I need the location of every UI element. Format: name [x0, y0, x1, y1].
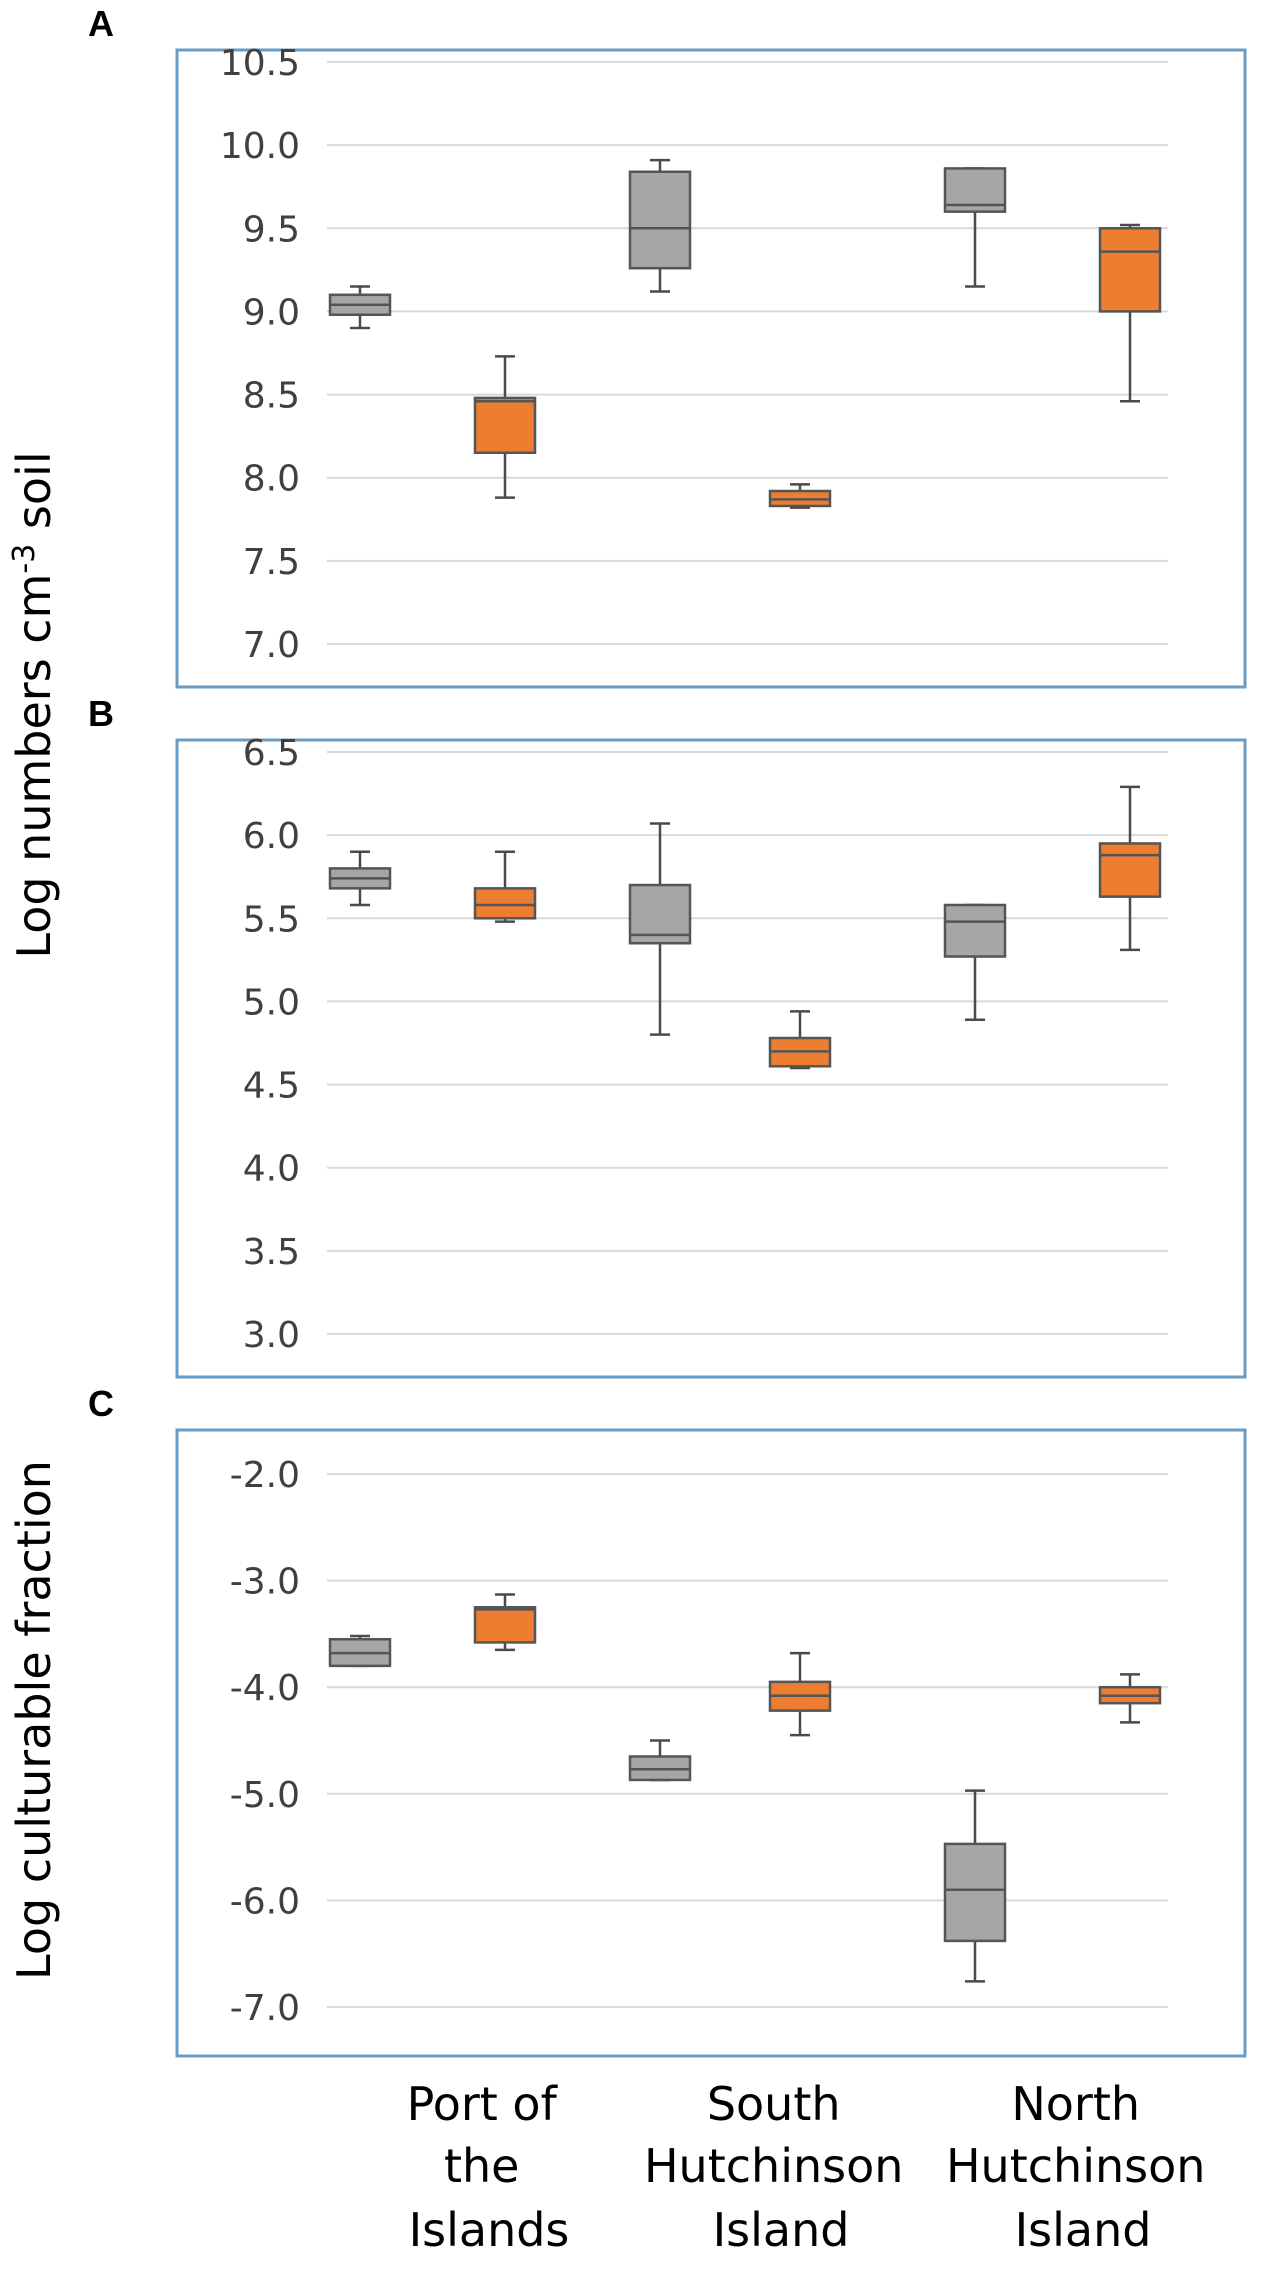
y-axis-label-culturable: Log culturable fraction	[7, 1460, 61, 1980]
y-tick-label: -3.0	[230, 1562, 300, 1603]
y-tick-label: 7.5	[243, 542, 300, 583]
panel-c-plot: -2.0 -3.0 -4.0 -5.0 -6.0 -7.0	[230, 1455, 1168, 2029]
gray-box-1	[328, 850, 392, 907]
y-tick-label: 6.5	[243, 733, 300, 774]
y-tick-label: -7.0	[230, 1988, 300, 2029]
panel-b-plot: 6.5 6.0 5.5 5.0 4.5 4.0 3.5 3.0	[243, 733, 1168, 1356]
gray-box-3	[943, 167, 1007, 288]
orange-box-2	[768, 483, 832, 509]
orange-box-2	[768, 1651, 832, 1737]
iqr-box	[1098, 842, 1162, 898]
category-label-south-hutchinson-island: South Hutchinson Island	[644, 2077, 918, 2257]
orange-box-3	[1098, 1673, 1162, 1724]
y-tick-label: 4.0	[243, 1149, 300, 1190]
y-tick-label: 6.0	[243, 816, 300, 857]
panel-b-frame	[175, 738, 1247, 1379]
iqr-box	[473, 396, 537, 455]
y-tick-label: 3.5	[243, 1232, 300, 1273]
iqr-box	[1098, 227, 1162, 313]
y-axis-label-counts: Log numbers cm-3 soil	[7, 451, 61, 958]
y-tick-label: -6.0	[230, 1881, 300, 1922]
orange-box-2	[768, 1010, 832, 1070]
y-tick-label: 9.5	[243, 209, 300, 250]
y-tick-label: -4.0	[230, 1668, 300, 1709]
y-tick-label: 10.5	[220, 43, 300, 84]
gray-box-1	[328, 285, 392, 330]
panel-letter-c: C	[88, 1383, 114, 1424]
y-tick-label: 8.0	[243, 459, 300, 500]
panel-letter-a: A	[88, 3, 114, 44]
category-label-north-hutchinson-island: North Hutchinson Island	[946, 2077, 1220, 2257]
y-tick-label: 7.0	[243, 625, 300, 666]
orange-box-3	[1098, 785, 1162, 952]
y-tick-label: -2.0	[230, 1455, 300, 1496]
panel-a-frame	[175, 48, 1247, 689]
panel-a-plot: 10.5 10.0 9.5 9.0 8.5 8.0 7.5 7.0	[220, 43, 1168, 666]
iqr-box	[628, 883, 692, 945]
gray-box-2	[628, 1739, 692, 1782]
gray-box-1	[328, 1634, 392, 1668]
y-axis-label-counts-suffix: soil	[7, 451, 61, 543]
panel-c-frame	[175, 1428, 1247, 2058]
iqr-box	[943, 1842, 1007, 1943]
orange-box-3	[1098, 223, 1162, 403]
gray-box-2	[628, 822, 692, 1036]
y-tick-label: -5.0	[230, 1775, 300, 1816]
y-tick-label: 5.5	[243, 899, 300, 940]
gray-box-3	[943, 903, 1007, 1021]
y-tick-label: 10.0	[220, 126, 300, 167]
gray-box-2	[628, 158, 692, 293]
orange-box-1	[473, 1593, 537, 1652]
y-axis-label-counts-main: Log numbers cm	[7, 574, 61, 959]
gray-box-3	[943, 1789, 1007, 1983]
orange-box-1	[473, 355, 537, 499]
y-tick-label: 3.0	[243, 1315, 300, 1356]
iqr-box	[473, 887, 537, 920]
y-tick-label: 9.0	[243, 292, 300, 333]
x-category-labels: Port of the Islands South Hutchinson Isl…	[407, 2077, 1220, 2257]
y-tick-label: 5.0	[243, 982, 300, 1023]
iqr-box	[943, 903, 1007, 958]
y-tick-label: 4.5	[243, 1066, 300, 1107]
y-axis-label-counts-superscript: -3	[7, 544, 42, 574]
panel-letter-b: B	[88, 693, 114, 734]
orange-box-1	[473, 850, 537, 923]
category-label-port-of-the-islands: Port of the Islands	[407, 2077, 572, 2257]
iqr-box	[473, 1606, 537, 1644]
iqr-box	[628, 170, 692, 270]
y-tick-label: 8.5	[243, 376, 300, 417]
